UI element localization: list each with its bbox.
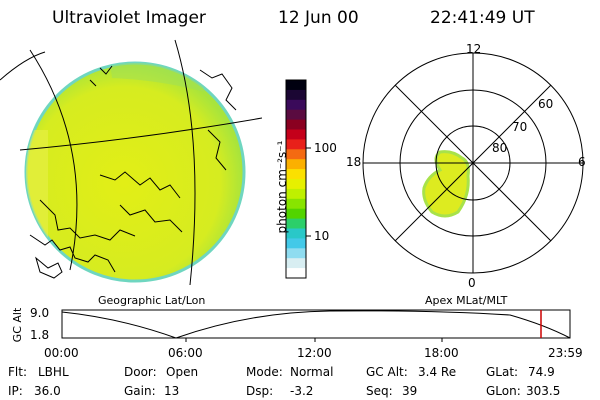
colorbar-segment xyxy=(286,129,306,140)
colorbar-segment xyxy=(286,188,306,200)
auroral-oval xyxy=(422,150,470,218)
polar-axis-diagonal xyxy=(394,84,552,242)
flt-label: Flt: xyxy=(8,365,27,379)
colorbar-segment xyxy=(286,258,306,269)
colorbar-segment xyxy=(286,89,306,101)
colorbar-segment xyxy=(286,169,306,180)
timeline-xtick: 00:00 xyxy=(44,346,79,360)
mlat-label-70: 70 xyxy=(512,120,528,134)
colorbar-segment xyxy=(286,149,306,160)
mode-value: Normal xyxy=(290,365,334,379)
mlt-label-0: 0 xyxy=(468,276,476,290)
altitude-timeline xyxy=(61,309,571,342)
instrument-title: Ultraviolet Imager xyxy=(52,8,206,28)
colorbar-segment xyxy=(286,159,306,170)
mlat-label-60: 60 xyxy=(538,97,554,111)
colorbar-segment xyxy=(286,268,306,279)
seq-label: Seq: xyxy=(366,384,393,398)
meridian-line xyxy=(174,39,196,285)
colorbar-segment xyxy=(286,119,306,130)
glat-label: GLat: xyxy=(486,365,519,379)
timeline-xtick: 12:00 xyxy=(297,346,332,360)
colorbar-segment xyxy=(286,218,306,229)
graticule-arc xyxy=(0,51,46,81)
colorbar-unit-label: photon cm⁻²s⁻¹ xyxy=(275,140,289,234)
mode-label: Mode: xyxy=(246,365,283,379)
mlt-label-6: 6 xyxy=(578,155,586,169)
image-time: 22:41:49 UT xyxy=(430,8,535,28)
timeline-xtick: 06:00 xyxy=(168,346,203,360)
timeline-xtick: 23:59 xyxy=(548,346,583,360)
timeline-ytick-bottom: 1.8 xyxy=(30,328,50,342)
coastline xyxy=(119,204,183,233)
door-label: Door: xyxy=(124,365,157,379)
latitude-line xyxy=(19,117,262,151)
gcalt-label: GC Alt: xyxy=(366,365,408,379)
dsp-value: -3.2 xyxy=(290,384,314,398)
geographic-caption: Geographic Lat/Lon xyxy=(98,294,206,307)
glon-value: 303.5 xyxy=(526,384,561,398)
coastline xyxy=(29,234,116,273)
colorbar-label-10: 10 xyxy=(314,229,330,243)
color-bar-frame xyxy=(285,79,307,279)
colorbar-segment xyxy=(286,208,306,220)
timeline-ytick-top: 9.0 xyxy=(30,306,50,320)
mlt-label-18: 18 xyxy=(346,155,362,169)
meridian-line xyxy=(29,49,78,271)
mlat-label-80: 80 xyxy=(492,141,508,155)
glon-label: GLon: xyxy=(486,384,521,398)
apex-caption: Apex MLat/MLT xyxy=(425,294,508,307)
geographic-image xyxy=(0,39,262,285)
colorbar-segment xyxy=(286,179,306,190)
colorbar-segment xyxy=(286,80,306,91)
timeline-frame xyxy=(61,309,571,339)
coastline xyxy=(207,129,227,171)
coastline xyxy=(99,171,181,199)
coastline xyxy=(39,199,136,241)
image-date: 12 Jun 00 xyxy=(278,8,359,28)
colorbar-segment xyxy=(286,109,306,121)
gain-value: 13 xyxy=(164,384,180,398)
altitude-curve xyxy=(61,310,571,339)
colorbar-segment xyxy=(286,228,306,239)
gcalt-value: 3.4 Re xyxy=(418,365,457,379)
colorbar-segment xyxy=(286,238,306,249)
gain-label: Gain: xyxy=(124,384,156,398)
dsp-label: Dsp: xyxy=(246,384,274,398)
polar-plot xyxy=(362,52,584,274)
ip-label: IP: xyxy=(8,384,23,398)
colorbar-segment xyxy=(286,139,306,150)
mlt-label-12: 12 xyxy=(466,42,482,56)
door-value: Open xyxy=(166,365,199,379)
timeline-ylabel: GC Alt xyxy=(11,307,24,343)
timeline-xtick: 18:00 xyxy=(424,346,459,360)
seq-value: 39 xyxy=(402,384,418,398)
coastline xyxy=(35,256,63,279)
coastline xyxy=(89,65,113,87)
ip-value: 36.0 xyxy=(34,384,61,398)
glat-value: 74.9 xyxy=(528,365,555,379)
color-bar xyxy=(286,80,306,279)
colorbar-segment xyxy=(286,248,306,259)
colorbar-segment xyxy=(286,99,306,111)
flt-value: LBHL xyxy=(38,365,69,379)
colorbar-segment xyxy=(286,198,306,210)
coastline xyxy=(199,69,237,111)
colorbar-label-100: 100 xyxy=(314,141,337,155)
